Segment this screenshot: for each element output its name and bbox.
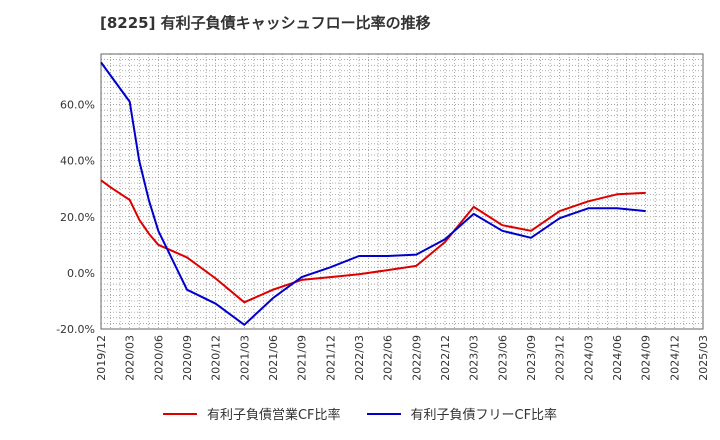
x-tick-label: 2023/03 [468,335,481,381]
legend-label-operating-cf: 有利子負債営業CF比率 [206,408,341,423]
x-axis-ticks: 2019/12 2020/03 2020/06 2020/09 2020/12 2021/… [95,335,710,381]
x-tick-label: 2019/12 [95,335,108,381]
y-tick-label: 0.0% [67,267,95,280]
x-tick-label: 2021/03 [238,335,251,381]
legend-item-operating-cf: 有利子負債営業CF比率 [162,404,341,423]
x-tick-label: 2022/06 [382,335,395,381]
legend-label-free-cf: 有利子負債フリーCF比率 [410,408,558,423]
legend: 有利子負債営業CF比率 有利子負債フリーCF比率 [0,404,720,423]
x-tick-label: 2024/09 [640,335,653,381]
x-tick-label: 2022/03 [353,335,366,381]
x-tick-label: 2023/09 [525,335,538,381]
y-axis-ticks: -20.0% 0.0% 20.0% 40.0% 60.0% [56,99,95,336]
plot-frame [100,53,704,330]
legend-item-free-cf: 有利子負債フリーCF比率 [366,404,558,423]
x-tick-label: 2024/03 [582,335,595,381]
legend-swatch-operating-cf [162,412,197,415]
series-line-free-cf [100,61,646,326]
x-tick-label: 2024/06 [611,335,624,381]
y-tick-label: 40.0% [60,155,95,168]
y-tick-label: 20.0% [60,211,95,224]
grid-layer [101,54,703,329]
x-tick-label: 2020/09 [181,335,194,381]
x-tick-label: 2022/09 [410,335,423,381]
series-layer [100,61,646,326]
x-tick-label: 2020/12 [210,335,223,381]
chart-title: [8225] 有利子負債キャッシュフロー比率の推移 [100,14,431,32]
x-tick-label: 2024/12 [668,335,681,381]
y-tick-label: 60.0% [60,99,95,112]
x-tick-label: 2025/03 [697,335,710,381]
x-tick-label: 2021/06 [267,335,280,381]
x-tick-label: 2020/03 [124,335,137,381]
x-tick-label: 2021/12 [324,335,337,381]
x-tick-label: 2023/06 [496,335,509,381]
y-tick-label: -20.0% [56,323,95,336]
x-tick-label: 2021/09 [296,335,309,381]
legend-swatch-free-cf [366,412,401,415]
x-tick-label: 2022/12 [439,335,452,381]
x-tick-label: 2023/12 [554,335,567,381]
series-line-operating-cf [100,179,646,304]
x-tick-label: 2020/06 [152,335,165,381]
